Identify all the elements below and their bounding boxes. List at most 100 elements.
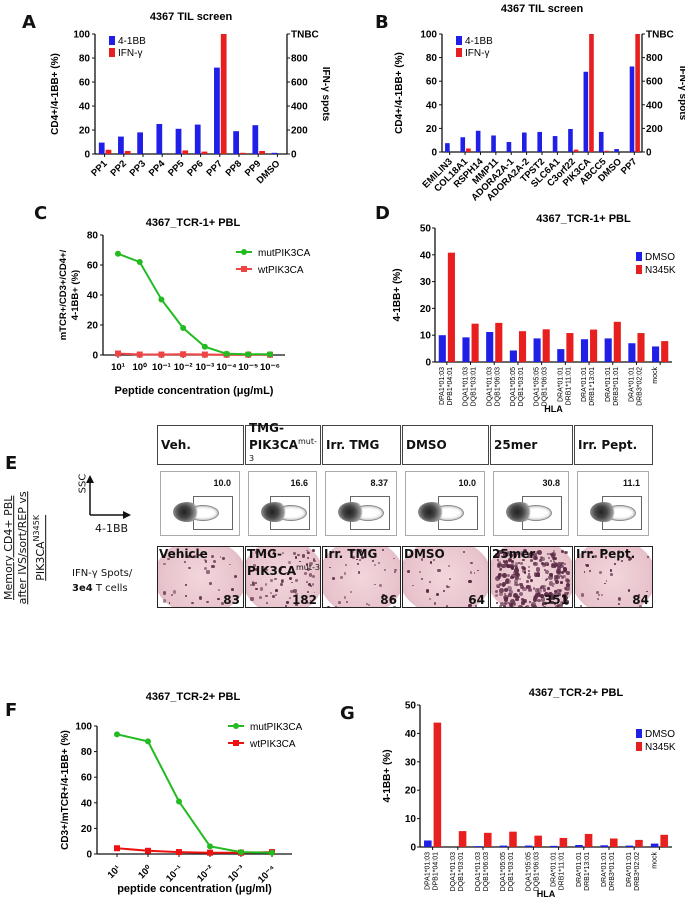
elispot-spot [391, 596, 395, 600]
elispot-spot [309, 599, 312, 602]
bar-B-ifn-gamma [635, 34, 640, 152]
chart-B-y2tick-label: 200 [646, 124, 663, 135]
elispot-spot [495, 601, 499, 605]
elispot-spot [549, 573, 552, 576]
elispot-spot [554, 604, 559, 607]
flow-gate-value: 11.1 [622, 478, 640, 488]
chart-G-xtick-label: mock [651, 852, 658, 869]
elispot-spot [311, 583, 315, 586]
elispot-spot [508, 557, 513, 562]
bar-B-4-1bb [506, 141, 512, 152]
elispot-spot [192, 554, 196, 558]
condition-header: Veh. [157, 425, 244, 465]
elispot-spot [503, 560, 508, 565]
elispot-spot [382, 593, 385, 596]
point-F-mutpik3ca [176, 798, 182, 805]
elispot-spot [307, 556, 310, 560]
chart-F-ytick-label: 0 [86, 850, 92, 861]
point-F-mutpik3ca [269, 849, 275, 856]
elispot-spot [563, 598, 567, 603]
elispot-spot [627, 589, 631, 592]
chart-B-ytick-label: 60 [426, 77, 438, 88]
condition-header: Irr. TMG [322, 425, 401, 465]
bar-G-dmso [650, 843, 659, 847]
elispot-spot [518, 577, 522, 580]
elispot-spot [495, 590, 498, 593]
chart-D-xtick-label: DQB1*06:03 [542, 367, 549, 406]
legend-label: DMSO [645, 252, 675, 263]
flow-plot: 16.6 [248, 471, 317, 536]
elispot-spot [527, 554, 531, 558]
elispot-spot [212, 559, 216, 563]
elispot-spot [552, 550, 556, 553]
elispot-spot [358, 549, 363, 553]
elispot-spot [559, 589, 563, 593]
elispot-spot [539, 585, 543, 589]
legend-label: mutPIK3CA [250, 722, 303, 733]
chart-A-ytick-label: 60 [79, 78, 91, 89]
elispot-spot [258, 595, 262, 599]
bar-G-dmso [499, 845, 508, 847]
elispot-spot [216, 597, 220, 601]
flow-gate-value: 10.0 [213, 478, 231, 488]
flow-gate-value: 30.8 [542, 478, 560, 488]
elispot-spot [394, 568, 397, 572]
elispot-spot [393, 605, 396, 607]
chart-C-xtick-label: 10⁻⁶ [260, 362, 280, 373]
bar-G-dmso [550, 845, 558, 847]
chart-B-y2-top-label: TNBC [646, 30, 674, 41]
bar-G-n345k [584, 833, 593, 847]
elispot-spot [517, 589, 520, 592]
elispot-spot [510, 598, 516, 604]
elispot-spot [563, 600, 569, 606]
bar-A-ifn-gamma [182, 150, 189, 154]
elispot-spot [522, 553, 526, 556]
elispot-spot [184, 584, 187, 587]
elispot-spot [501, 582, 506, 586]
spots-label-rest: T cells [92, 583, 128, 594]
chart-G-xtick-label: DQB1*03:01 [508, 852, 515, 891]
chart-G-ytick-label: 0 [410, 843, 416, 854]
elispot-spot [270, 578, 274, 582]
elispot-spot [534, 588, 540, 593]
elispot-spot [562, 593, 567, 598]
chart-G-xtick-label: DRA*01:01 [551, 852, 558, 887]
side-label-line1: Memory CD4+ PBL [2, 495, 16, 601]
elispot-spot [274, 594, 278, 597]
chart-F-ytick-label: 80 [81, 747, 93, 758]
bar-A-ifn-gamma [105, 149, 112, 154]
elispot-spot [266, 602, 268, 604]
bar-B-4-1bb [537, 131, 542, 152]
elispot-spot [554, 579, 560, 585]
elispot-spot [565, 585, 570, 591]
elispot-spot [516, 583, 519, 586]
elispot-spot [548, 593, 551, 596]
elispot-spot [511, 573, 516, 579]
elispot-spot [270, 555, 273, 558]
elispot-well: Vehicle 83 [157, 546, 244, 608]
chart-D-xtick-label: DRA*01:01 [557, 367, 564, 402]
elispot-spot [540, 556, 545, 562]
bar-A-4-1bb [194, 124, 201, 154]
condition-header-label: Veh. [161, 437, 191, 452]
chart-A-y2tick-label: 0 [291, 150, 297, 161]
elispot-spot [360, 555, 364, 559]
flow-plot: 8.37 [325, 471, 397, 536]
point-C-mutpik3ca [201, 343, 208, 350]
elispot-spot [552, 596, 556, 600]
point-C-mutpik3ca [267, 351, 273, 358]
elispot-spot [272, 550, 276, 554]
elispot-spot [604, 556, 608, 559]
elispot-spot-count: 182 [291, 593, 317, 607]
elispot-spot [503, 588, 509, 593]
elispot-spot [288, 561, 291, 564]
elispot-spot [301, 554, 306, 558]
elispot-spot [433, 602, 437, 605]
elispot-spot [305, 580, 308, 583]
elispot-spot [502, 573, 507, 578]
elispot-spot [541, 602, 545, 606]
chart-F-ytick-label: 20 [81, 824, 93, 835]
elispot-spot [634, 594, 638, 598]
elispot-spot [557, 571, 561, 575]
bar-B-4-1bb [598, 131, 604, 152]
